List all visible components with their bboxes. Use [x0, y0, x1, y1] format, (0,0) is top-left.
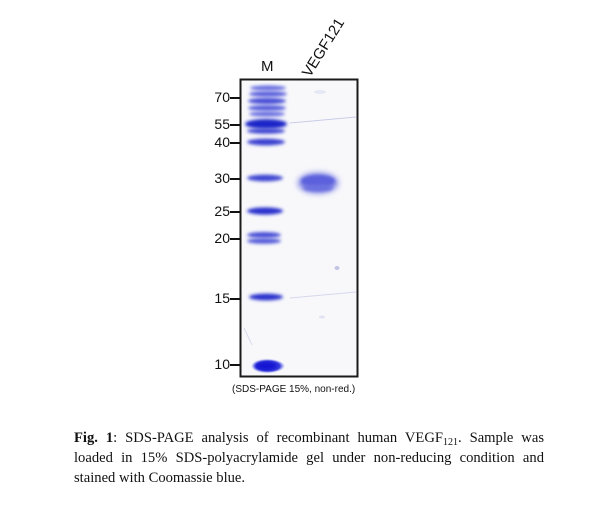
marker-band: [248, 105, 286, 111]
gel-speck: [314, 90, 326, 94]
marker-band-20: [247, 232, 281, 238]
gel-artifact-line: [289, 291, 357, 299]
ladder-tick: [230, 364, 240, 366]
marker-band-70: [248, 97, 286, 105]
caption-subscript: 121: [442, 437, 458, 448]
marker-lane: [245, 85, 287, 373]
gel-artifact-line: [243, 327, 253, 346]
sample-band: [301, 175, 335, 187]
lane-label-marker: M: [261, 58, 274, 75]
marker-band: [249, 91, 287, 97]
marker-band: [247, 238, 281, 244]
marker-band-55: [245, 119, 287, 129]
ladder-label-15: 15: [214, 290, 230, 306]
ladder-tick: [230, 142, 240, 144]
ladder-label-70: 70: [214, 89, 230, 105]
ladder-label-10: 10: [214, 356, 230, 372]
sample-band: [303, 184, 333, 192]
ladder-tick: [230, 124, 240, 126]
marker-band-15: [249, 293, 283, 301]
gel-artifact-line: [289, 116, 357, 124]
ladder-label-55: 55: [214, 116, 230, 132]
gel-speck: [334, 266, 340, 270]
ladder-tick: [230, 97, 240, 99]
gel-frame: [239, 78, 359, 378]
marker-band: [255, 361, 277, 371]
ladder-tick: [230, 298, 240, 300]
figure-caption: Fig. 1: SDS-PAGE analysis of recombinant…: [74, 428, 544, 488]
ladder-label-20: 20: [214, 230, 230, 246]
marker-band-40: [247, 138, 285, 146]
marker-band: [250, 85, 286, 91]
caption-text-end: . Sample was loaded in 15% SDS-polyacryl…: [74, 430, 544, 486]
marker-band: [247, 128, 285, 134]
gel-condition-caption: (SDS-PAGE 15%, non-red.): [232, 384, 356, 395]
marker-band-25: [247, 207, 283, 215]
gel-speck: [319, 315, 325, 319]
ladder-label-30: 30: [214, 170, 230, 186]
marker-band: [249, 111, 285, 117]
sample-lane: [298, 173, 338, 193]
ladder-label-40: 40: [214, 134, 230, 150]
ladder-tick: [230, 211, 240, 213]
ladder-tick: [230, 238, 240, 240]
figure-number: Fig. 1: [74, 430, 114, 446]
ladder-tick: [230, 178, 240, 180]
marker-band-30: [247, 174, 283, 182]
caption-text-start: : SDS-PAGE analysis of recombinant human…: [113, 430, 443, 446]
ladder-label-25: 25: [214, 203, 230, 219]
